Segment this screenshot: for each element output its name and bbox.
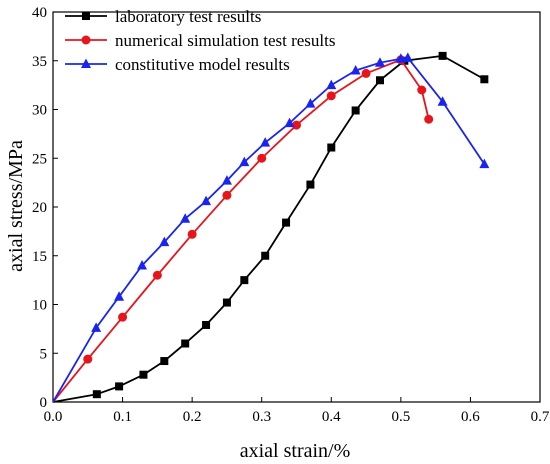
data-point xyxy=(326,79,337,90)
data-point xyxy=(137,260,148,270)
y-tick-label: 10 xyxy=(32,298,47,314)
y-tick-label: 40 xyxy=(32,5,47,21)
data-point xyxy=(160,357,169,366)
data-point xyxy=(260,137,271,147)
data-point xyxy=(91,322,102,332)
y-tick-label: 35 xyxy=(32,54,47,70)
data-point xyxy=(221,175,232,185)
series-2 xyxy=(52,52,490,403)
data-point xyxy=(222,190,232,200)
data-point xyxy=(83,354,93,364)
data-point xyxy=(402,52,413,62)
legend-marker xyxy=(81,35,91,45)
data-point xyxy=(306,180,315,189)
data-point xyxy=(261,251,270,260)
legend-label: numerical simulation test results xyxy=(115,31,336,50)
data-point xyxy=(118,312,128,322)
data-point xyxy=(202,320,211,329)
data-point xyxy=(257,153,267,163)
data-point xyxy=(152,270,162,280)
x-axis-title: axial strain/% xyxy=(240,440,351,462)
y-tick-label: 5 xyxy=(40,346,48,362)
data-point xyxy=(222,298,231,307)
data-point xyxy=(361,68,371,78)
legend-marker xyxy=(81,58,91,68)
data-point xyxy=(437,96,448,106)
data-point xyxy=(92,390,101,399)
series-1 xyxy=(52,55,434,403)
series-line xyxy=(52,58,430,403)
data-point xyxy=(351,106,360,115)
data-point xyxy=(282,218,291,227)
legend-label: constitutive model results xyxy=(115,55,290,74)
legend-marker xyxy=(82,12,90,20)
data-point xyxy=(480,75,489,84)
series-0 xyxy=(52,51,489,403)
data-point xyxy=(159,236,170,247)
data-point xyxy=(114,291,125,301)
legend-item: constitutive model results xyxy=(65,55,290,74)
x-tick-label: 0.1 xyxy=(113,409,132,425)
data-point xyxy=(374,57,385,67)
y-axis-title: axial stress/MPa xyxy=(5,140,27,272)
legend-label: laboratory test results xyxy=(115,7,261,26)
legend-item: laboratory test results xyxy=(65,7,261,26)
data-point xyxy=(201,195,212,206)
x-axis: 0.0 0.1 0.2 0.3 0.4 0.5 0.6 0.7 xyxy=(44,397,550,425)
data-point xyxy=(417,85,427,95)
data-point xyxy=(350,65,361,75)
data-point xyxy=(284,117,295,128)
legend: laboratory test results numerical simulat… xyxy=(65,7,336,74)
y-tick-label: 0 xyxy=(40,395,48,411)
series-layer xyxy=(52,51,490,403)
series-line xyxy=(52,54,485,403)
data-point xyxy=(187,229,197,239)
y-tick-label: 15 xyxy=(32,249,47,265)
data-point xyxy=(181,339,190,348)
x-tick-label: 0.2 xyxy=(183,409,202,425)
x-tick-label: 0.0 xyxy=(44,409,63,425)
data-point xyxy=(326,91,336,101)
data-point xyxy=(240,276,249,285)
data-point xyxy=(479,158,490,169)
x-tick-label: 0.3 xyxy=(252,409,271,425)
x-tick-label: 0.6 xyxy=(461,409,480,425)
legend-item: numerical simulation test results xyxy=(65,31,336,50)
x-tick-label: 0.5 xyxy=(391,409,410,425)
y-axis: 0 5 10 15 20 25 30 35 40 xyxy=(32,5,58,411)
data-point xyxy=(375,76,384,85)
y-tick-label: 20 xyxy=(32,200,47,216)
y-tick-label: 30 xyxy=(32,103,47,119)
data-point xyxy=(395,53,406,63)
x-tick-label: 0.7 xyxy=(531,409,550,425)
data-point xyxy=(424,114,434,124)
data-point xyxy=(327,143,336,152)
data-point xyxy=(292,120,301,130)
data-point xyxy=(115,382,124,391)
data-point xyxy=(305,98,316,108)
data-point xyxy=(139,370,148,379)
y-tick-label: 25 xyxy=(32,151,47,167)
series-line xyxy=(52,56,486,403)
data-point xyxy=(239,156,250,167)
data-point xyxy=(180,213,191,223)
data-point xyxy=(438,51,447,60)
x-tick-label: 0.4 xyxy=(322,409,341,425)
